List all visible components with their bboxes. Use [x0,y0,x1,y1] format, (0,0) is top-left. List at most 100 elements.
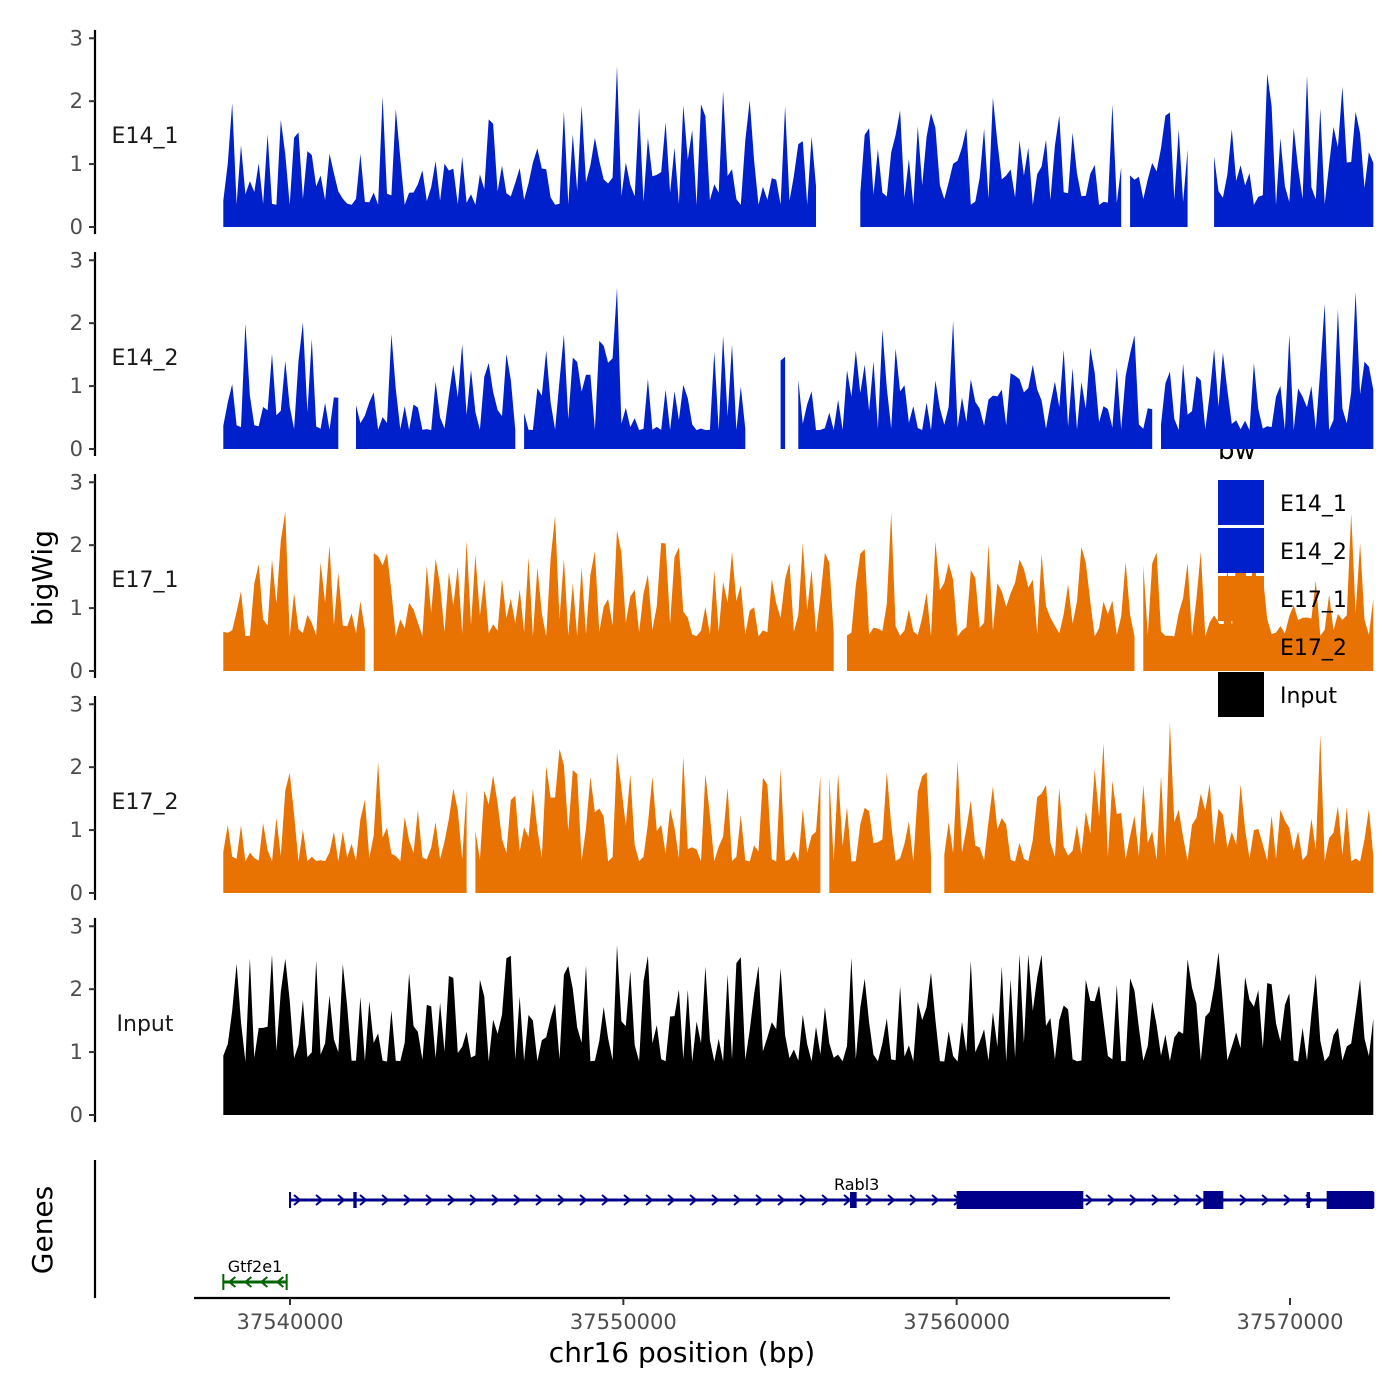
strand-chevron [425,1194,434,1206]
y-tick-label: 2 [70,977,83,1001]
legend-swatch [1218,576,1264,621]
y-tick-label: 3 [70,470,83,494]
legend-swatch [1218,624,1264,669]
legend-swatch [1218,528,1264,573]
panel-label: E14_2 [112,346,179,371]
legend-item-e17-2: E17_2 [1218,624,1347,669]
gene-exon [353,1192,357,1208]
legend-item-input: Input [1218,672,1337,717]
track-panel-e17-2: 0 1 2 3 E17_2 [70,692,1374,905]
signal-area [1130,112,1188,227]
signal-area [475,749,821,893]
strand-chevron [1239,1194,1248,1206]
panel-label: E17_1 [112,568,179,593]
y-tick-label: 1 [70,818,83,842]
legend-item-e17-1: E17_1 [1218,576,1347,621]
y-tick-label: 2 [70,533,83,557]
x-tick-label: 37570000 [1237,1310,1344,1334]
strand-chevron [1173,1194,1182,1206]
y-tick-label: 0 [70,437,83,461]
y-tick-label: 3 [70,248,83,272]
strand-chevron [711,1194,720,1206]
gene-name-label: Rabl3 [834,1175,879,1194]
y-tick-label: 2 [70,89,83,113]
y-tick-label: 1 [70,374,83,398]
strand-chevron [275,1276,284,1288]
strand-chevron [227,1276,236,1288]
x-axis-title: chr16 position (bp) [549,1336,815,1369]
y-tick-label: 1 [70,152,83,176]
track-panel-e14-1: 0 1 2 3 E14_1 [70,26,1374,239]
legend-label: E17_1 [1280,588,1347,613]
gene-exon [956,1191,1084,1209]
strand-chevron [243,1276,252,1288]
panel-label: E17_2 [112,790,179,815]
strand-chevron [535,1194,544,1206]
strand-chevron [491,1194,500,1206]
genes-track: Rabl3 Gtf2e1 [93,1160,1375,1298]
legend-swatch [1218,480,1264,525]
strand-chevron [821,1194,830,1206]
legend-label: E17_2 [1280,636,1347,661]
legend-label: E14_1 [1280,492,1347,517]
strand-chevron [359,1194,368,1206]
y-tick-label: 0 [70,881,83,905]
strand-chevron [1129,1194,1138,1206]
y-tick-label: 3 [70,26,83,50]
strand-chevron [1107,1194,1116,1206]
track-panel-e17-1: 0 1 2 3 E17_1 [70,470,1374,683]
y-tick-label: 3 [70,692,83,716]
signal-area [1214,73,1374,227]
track-panel-e14-2: 0 1 2 3 E14_2 [70,248,1374,461]
y-tick-label: 0 [70,215,83,239]
x-tick-label: 37540000 [237,1310,344,1334]
legend-swatch [1218,672,1264,717]
strand-chevron [259,1276,268,1288]
gene-exon [1306,1192,1310,1208]
legend-label: E14_2 [1280,540,1347,565]
x-tick-label: 37560000 [903,1310,1010,1334]
panel-label: Input [117,1012,174,1037]
strand-chevron [909,1194,918,1206]
signal-area [524,287,746,449]
y-tick-label: 2 [70,755,83,779]
y-tick-label: 2 [70,311,83,335]
signal-area [223,511,365,671]
strand-chevron [513,1194,522,1206]
strand-chevron [447,1194,456,1206]
strand-chevron [645,1194,654,1206]
strand-chevron [315,1194,324,1206]
strand-chevron [623,1194,632,1206]
signal-area [223,65,817,228]
genes-track-title: Genes [26,1186,59,1274]
track-panels: 0 1 2 3 E14_1 0 1 2 3 E14_2 0 1 2 3 E17_1 0 1 2 3 E17_2 0 1 2 3… [70,26,1374,1127]
legend-item-e14-2: E14_2 [1218,528,1347,573]
strand-chevron [755,1194,764,1206]
strand-chevron [1151,1194,1160,1206]
x-axis: 37540000 37550000 37560000 37570000 [194,1296,1344,1334]
strand-chevron [1195,1194,1204,1206]
strand-chevron [337,1194,346,1206]
strand-chevron [381,1194,390,1206]
gene-exon [1326,1191,1374,1209]
signal-area [829,771,931,893]
signal-area [356,334,516,449]
strand-chevron [469,1194,478,1206]
y-tick-label: 0 [70,1103,83,1127]
y-tick-label: 3 [70,914,83,938]
y-tick-label: 1 [70,1040,83,1064]
strand-chevron [667,1194,676,1206]
strand-chevron [403,1194,412,1206]
signal-area [223,761,467,893]
signal-area [223,322,339,449]
gene-exon [850,1192,857,1208]
x-tick-label: 37550000 [570,1310,677,1334]
strand-chevron [1261,1194,1270,1206]
track-panel-input: 0 1 2 3 Input [70,914,1374,1127]
signal-area [1161,291,1374,449]
strand-chevron [557,1194,566,1206]
y-tick-label: 0 [70,659,83,683]
y-axis-title: bigWig [26,530,59,626]
gene-exon [1203,1191,1224,1209]
